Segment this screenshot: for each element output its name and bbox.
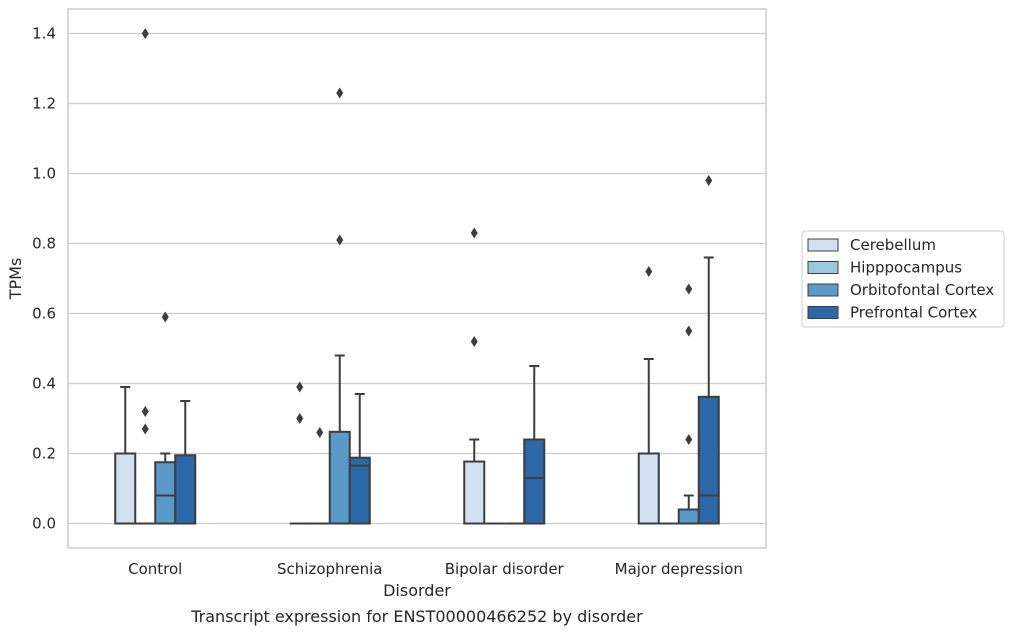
outlier-point <box>685 434 693 445</box>
box-cerebellum <box>289 381 310 525</box>
y-tick-label: 1.2 <box>32 95 56 113</box>
outlier-point <box>296 381 304 393</box>
outlier-point <box>316 427 324 438</box>
legend-swatch <box>807 261 839 274</box>
box-prefrontal-cortex <box>174 400 197 525</box>
outlier-point <box>685 325 693 337</box>
legend-label: Prefrontal Cortex <box>850 304 977 322</box>
y-tick-label: 0.2 <box>32 445 56 463</box>
box-orbitofontal-cortex <box>677 283 700 525</box>
outlier-point <box>336 87 344 99</box>
legend-frame <box>801 230 1005 328</box>
box-body <box>174 454 197 525</box>
box-cerebellum <box>463 227 486 525</box>
legend-swatch <box>807 238 839 252</box>
box-prefrontal-cortex <box>523 365 546 525</box>
box-body <box>463 460 486 525</box>
legend-label: Hipppocampus <box>850 259 962 277</box>
box-orbitofontal-cortex <box>328 87 351 525</box>
box-prefrontal-cortex <box>348 393 371 525</box>
y-tick-label: 0.0 <box>32 515 56 533</box>
box-body <box>348 456 371 525</box>
outlier-point <box>161 311 169 323</box>
figure-caption: Transcript expression for ENST0000046625… <box>190 607 643 626</box>
legend-label: Orbitofontal Cortex <box>850 281 994 299</box>
grid-lines <box>68 32 766 525</box>
y-tick-label: 0.8 <box>32 235 56 253</box>
outlier-point <box>141 28 149 39</box>
box-cerebellum <box>637 266 660 525</box>
x-tick-label: Schizophrenia <box>277 560 382 578</box>
outlier-point <box>470 227 478 239</box>
outlier-point <box>141 406 149 417</box>
box-body <box>637 452 660 525</box>
outlier-point <box>336 234 344 246</box>
y-tick-labels: 0.0 0.2 0.4 0.6 0.8 1.0 1.2 1.4 <box>32 25 56 533</box>
x-tick-label: Major depression <box>615 560 743 578</box>
x-axis-label: Disorder <box>383 581 451 600</box>
x-tick-labels: Control Schizophrenia Bipolar disorder Majo… <box>128 560 743 578</box>
y-axis-label: TPMs <box>6 258 25 301</box>
y-tick-label: 1.4 <box>32 25 56 43</box>
legend: Cerebellum Hipppocampus Orbitofontal Corte… <box>801 230 1005 328</box>
outlier-point <box>705 175 713 186</box>
box-prefrontal-cortex <box>697 175 720 525</box>
x-tick-label: Control <box>128 560 182 578</box>
box-series <box>114 28 720 525</box>
box-body <box>697 395 720 525</box>
legend-swatch <box>807 283 839 297</box>
legend-label: Cerebellum <box>850 236 936 254</box>
outlier-point <box>685 283 693 295</box>
outlier-point <box>470 336 478 347</box>
x-tick-label: Bipolar disorder <box>445 560 565 578</box>
outlier-point <box>141 423 149 435</box>
plot-frame <box>67 8 767 549</box>
box-orbitofontal-cortex <box>154 311 177 525</box>
box-cerebellum <box>114 386 137 525</box>
box-body <box>523 438 546 525</box>
box-body <box>154 461 177 525</box>
box-body <box>677 508 700 525</box>
outlier-point <box>296 413 304 424</box>
box-hipppocampus <box>309 427 330 525</box>
box-body <box>328 430 351 525</box>
box-hipppocampus <box>135 28 156 525</box>
y-tick-label: 0.4 <box>32 375 56 393</box>
y-tick-label: 0.6 <box>32 305 56 323</box>
legend-swatch <box>807 306 839 319</box>
y-tick-label: 1.0 <box>32 165 56 183</box>
outlier-point <box>645 266 653 277</box>
box-body <box>114 452 137 525</box>
